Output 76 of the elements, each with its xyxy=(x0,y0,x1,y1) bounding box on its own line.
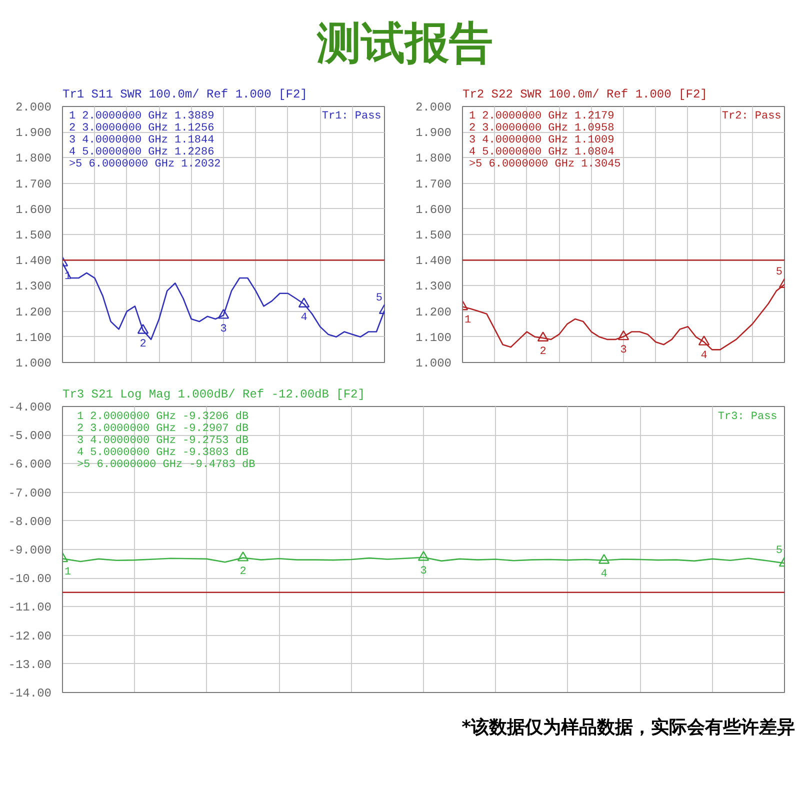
annotation: 1 xyxy=(64,566,72,579)
chart-subtitle: Tr3 S21 Log Mag 1.000dB/ Ref -12.00dB [F2] xyxy=(62,388,365,402)
annotation: 5 xyxy=(776,266,783,279)
annotation: 2 xyxy=(240,566,246,578)
annotation: Tr3: Pass xyxy=(718,410,778,423)
y-tick-label: -7.000 xyxy=(8,486,52,500)
annotation: 2 xyxy=(140,338,146,350)
y-tick-label: -12.00 xyxy=(8,629,52,644)
annotation: 1 2.0000000 GHz -9.3206 dB xyxy=(76,410,249,423)
chart-subtitle: Tr1 S11 SWR 100.0m/ Ref 1.000 [F2] xyxy=(62,88,308,102)
annotation: Tr1: Pass xyxy=(322,110,382,122)
y-tick-label: 1.100 xyxy=(415,330,452,345)
y-tick-label: 1.000 xyxy=(15,356,52,370)
y-tick-label: 1.000 xyxy=(415,356,452,370)
y-tick-label: -13.00 xyxy=(8,658,52,672)
text: *该数据仅为样品数据，实际会有些许差异 xyxy=(462,716,795,740)
annotation: >5 6.0000000 GHz -9.4783 dB xyxy=(76,458,256,471)
annotation: 4 5.0000000 GHz 1.2286 xyxy=(68,146,214,158)
y-tick-label: 1.900 xyxy=(415,126,452,140)
y-tick-label: 2.000 xyxy=(15,100,52,114)
y-tick-label: 1.100 xyxy=(15,330,52,345)
y-tick-label: -11.00 xyxy=(8,600,52,615)
annotation: 3 xyxy=(620,344,627,357)
annotation: 4 xyxy=(300,312,308,324)
y-tick-label: -14.00 xyxy=(8,686,52,700)
point xyxy=(298,298,310,308)
annotation: >5 6.0000000 GHz 1.3045 xyxy=(468,158,621,170)
y-tick-label: -9.000 xyxy=(8,544,52,558)
annotation: Tr2: Pass xyxy=(722,110,782,122)
y-tick-label: 1.200 xyxy=(415,305,452,320)
y-tick-label: -6.000 xyxy=(8,458,52,472)
annotation: 3 4.0000000 GHz -9.2753 dB xyxy=(76,434,249,447)
y-tick-label: 1.800 xyxy=(15,152,52,166)
y-tick-label: 1.600 xyxy=(15,202,52,217)
y-tick-label: 1.400 xyxy=(415,254,452,268)
annotation: 1 xyxy=(464,314,472,327)
annotation: 2 3.0000000 GHz 1.1256 xyxy=(68,122,214,134)
y-tick-label: 1.600 xyxy=(415,202,452,217)
annotation: 1 2.0000000 GHz 1.2179 xyxy=(468,110,614,122)
y-tick-label: -10.00 xyxy=(8,572,52,586)
y-tick-label: 1.800 xyxy=(415,152,452,166)
y-tick-label: 1.400 xyxy=(15,254,52,268)
y-tick-label: 1.500 xyxy=(415,228,452,242)
annotation: 3 xyxy=(420,565,427,578)
annotation: 4 5.0000000 GHz 1.0804 xyxy=(468,146,615,158)
annotation: 2 xyxy=(540,346,546,358)
y-tick-label: 1.700 xyxy=(415,177,452,192)
point xyxy=(537,332,549,342)
point xyxy=(137,324,149,334)
y-tick-label: 1.900 xyxy=(15,126,52,140)
y-tick-label: -4.000 xyxy=(8,400,52,414)
annotation: 3 xyxy=(220,323,227,336)
annotation: 4 5.0000000 GHz -9.3803 dB xyxy=(76,446,249,459)
y-tick-label: -8.000 xyxy=(8,514,52,529)
annotation: 5 xyxy=(376,292,383,304)
y-tick-label: 1.500 xyxy=(15,228,52,242)
point xyxy=(618,330,630,340)
chart-subtitle: Tr2 S22 SWR 100.0m/ Ref 1.000 [F2] xyxy=(462,88,708,102)
y-tick-label: 1.300 xyxy=(15,280,52,294)
annotation: 2 3.0000000 GHz 1.0958 xyxy=(468,122,614,134)
point xyxy=(698,336,710,346)
y-tick-label: 2.000 xyxy=(415,100,452,114)
annotation: >5 6.0000000 GHz 1.2032 xyxy=(68,158,221,170)
annotation: 4 xyxy=(700,350,708,362)
annotation: 3 4.0000000 GHz 1.1844 xyxy=(68,134,215,146)
y-tick-label: 1.300 xyxy=(415,280,452,294)
annotation: 1 2.0000000 GHz 1.3889 xyxy=(68,110,214,122)
chart-title: 测试报告 xyxy=(317,17,493,71)
annotation: 3 4.0000000 GHz 1.1009 xyxy=(468,134,614,146)
annotation: 5 xyxy=(776,545,783,558)
annotation: 4 xyxy=(600,568,608,580)
y-tick-label: 1.700 xyxy=(15,177,52,192)
y-tick-label: 1.200 xyxy=(15,305,52,320)
annotation: 2 3.0000000 GHz -9.2907 dB xyxy=(76,422,249,435)
y-tick-label: -5.000 xyxy=(8,429,52,444)
point xyxy=(218,308,230,319)
